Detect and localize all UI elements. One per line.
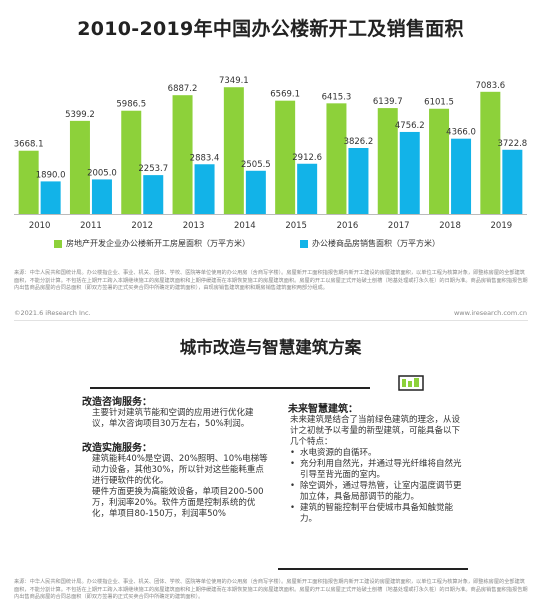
bar-sales-2019 [502, 149, 523, 214]
legend-swatch-green [54, 239, 62, 248]
smart-building-panel: 未来智慧建筑： 未来建筑是结合了当前绿色建筑的理念，从设计之初就予以考量的新型建… [278, 400, 468, 525]
x-tick-label-2017: 2017 [388, 221, 410, 231]
data-label-sales-2016: 3826.2 [344, 137, 374, 147]
data-label-sales-2015: 2912.6 [292, 153, 322, 163]
bar-new-construction-2018 [429, 108, 450, 214]
x-tick-label-2015: 2015 [285, 221, 307, 231]
bar-new-construction-2010 [18, 150, 39, 214]
chart-legend: 房地产开发企业办公楼新开工房屋面积（万平方米） 办公楼商品房销售面积（万平方米） [54, 238, 524, 249]
legend-swatch-blue [300, 239, 308, 248]
bar-new-construction-2016 [326, 103, 347, 214]
list-item: 建筑的智能控制平台使城市具备知触觉能力。 [290, 503, 468, 525]
data-label-new-construction-2017: 6139.7 [373, 97, 403, 107]
smart-building-intro: 未来建筑是结合了当前绿色建筑的理念，从设计之初就予以考量的新型建筑，可能具备以下… [290, 415, 461, 447]
bar-sales-2015 [297, 163, 318, 214]
section-title: 城市改造与智慧建筑方案 [179, 338, 362, 357]
data-label-new-construction-2014: 7349.1 [219, 76, 249, 86]
legend-item-new-construction: 房地产开发企业办公楼新开工房屋面积（万平方米） [54, 238, 250, 249]
data-label-sales-2014: 2505.5 [241, 160, 271, 170]
data-label-new-construction-2010: 3668.1 [14, 140, 44, 150]
second-source-note: 来源：中华人民共和国统计局。办公楼指企业、事业、机关、团体、学校、医院等单位使用… [14, 579, 528, 601]
x-tick-label-2013: 2013 [183, 221, 205, 231]
legend-label-sales: 办公楼商品房销售面积（万平方米） [312, 239, 440, 248]
consulting-panel: 改造咨询服务： 主要针对建筑节能和空调的应用进行优化建议，单次咨询项目30万左右… [82, 393, 268, 520]
legend-item-sales: 办公楼商品房销售面积（万平方米） [300, 238, 440, 249]
implementation-heading: 改造实施服务： [82, 443, 152, 454]
list-item: 充分利用自然光，并通过导光纤维将自然光引导至背光面的室内。 [290, 459, 468, 481]
data-label-sales-2011: 2005.0 [87, 168, 117, 178]
bar-sales-2016 [348, 147, 369, 214]
top-rule [90, 387, 370, 389]
bar-sales-2010 [40, 181, 61, 214]
data-label-new-construction-2019: 7083.6 [475, 81, 505, 91]
data-label-sales-2012: 2253.7 [138, 164, 168, 174]
data-label-new-construction-2012: 5986.5 [116, 100, 146, 110]
bar-sales-2011 [91, 179, 112, 214]
x-tick-label-2011: 2011 [80, 221, 102, 231]
bar-sales-2014 [245, 170, 266, 214]
consulting-heading: 改造咨询服务： [82, 397, 152, 408]
bottom-rule [278, 568, 468, 570]
copyright: ©2021.6 iResearch Inc. [14, 309, 91, 317]
bar-new-construction-2014 [223, 87, 244, 214]
data-label-new-construction-2011: 5399.2 [65, 110, 95, 120]
data-label-sales-2010: 1890.0 [36, 170, 66, 180]
consulting-text: 主要针对建筑节能和空调的应用进行优化建议，单次咨询项目30万左右，50%利润。 [92, 408, 254, 429]
bar-sales-2013 [194, 164, 215, 214]
bar-new-construction-2015 [275, 100, 296, 214]
bar-new-construction-2012 [121, 110, 142, 214]
website-link[interactable]: www.iresearch.com.cn [453, 309, 527, 317]
bar-sales-2017 [399, 131, 420, 214]
bar-sales-2018 [451, 138, 472, 214]
chart-title: 2010-2019年中国办公楼新开工及销售面积 [77, 18, 464, 40]
x-tick-label-2010: 2010 [29, 221, 51, 231]
x-tick-label-2016: 2016 [337, 221, 359, 231]
data-label-sales-2019: 3722.8 [497, 139, 527, 149]
data-label-sales-2013: 2883.4 [190, 153, 220, 163]
implementation-text-2: 硬件方面更换为高能效设备，单项目200-500万，利润率20%。软件方面是控制系… [92, 487, 264, 519]
list-item: 水电资源的自循环。 [290, 448, 468, 459]
x-tick-label-2018: 2018 [439, 221, 461, 231]
list-item: 除空调外，通过导热管，让室内温度调节更加立体，具备局部调节的能力。 [290, 481, 468, 503]
data-label-sales-2018: 4366.0 [446, 128, 476, 138]
divider [14, 320, 528, 321]
building-icon [398, 375, 424, 391]
bar-sales-2012 [143, 175, 164, 214]
data-label-new-construction-2016: 6415.3 [322, 92, 352, 102]
legend-label-new-construction: 房地产开发企业办公楼新开工房屋面积（万平方米） [66, 239, 250, 248]
bar-new-construction-2017 [377, 108, 398, 214]
smart-building-heading: 未来智慧建筑： [288, 404, 358, 415]
bar-chart: 3668.1 1890.0 2010 5399.2 2005.0 2011 5986.5 22… [14, 76, 527, 231]
bar-new-construction-2011 [69, 120, 90, 214]
x-tick-label-2012: 2012 [131, 221, 153, 231]
x-tick-label-2019: 2019 [491, 221, 513, 231]
smart-building-features: 水电资源的自循环。 充分利用自然光，并通过导光纤维将自然光引导至背光面的室内。 … [278, 448, 468, 525]
data-label-sales-2017: 4756.2 [395, 121, 425, 131]
data-label-new-construction-2015: 6569.1 [270, 90, 300, 100]
bar-new-construction-2019 [480, 91, 501, 214]
x-tick-label-2014: 2014 [234, 221, 256, 231]
data-label-new-construction-2018: 6101.5 [424, 98, 454, 108]
chart-source-note: 来源：中华人民共和国统计局。办公楼指企业、事业、机关、团体、学校、医院等单位使用… [14, 270, 528, 292]
bar-new-construction-2013 [172, 95, 193, 214]
data-label-new-construction-2013: 6887.2 [168, 84, 198, 94]
implementation-text: 建筑能耗40%是空调、20%照明、10%电梯等动力设备，其他30%，所以针对这些… [92, 454, 268, 486]
